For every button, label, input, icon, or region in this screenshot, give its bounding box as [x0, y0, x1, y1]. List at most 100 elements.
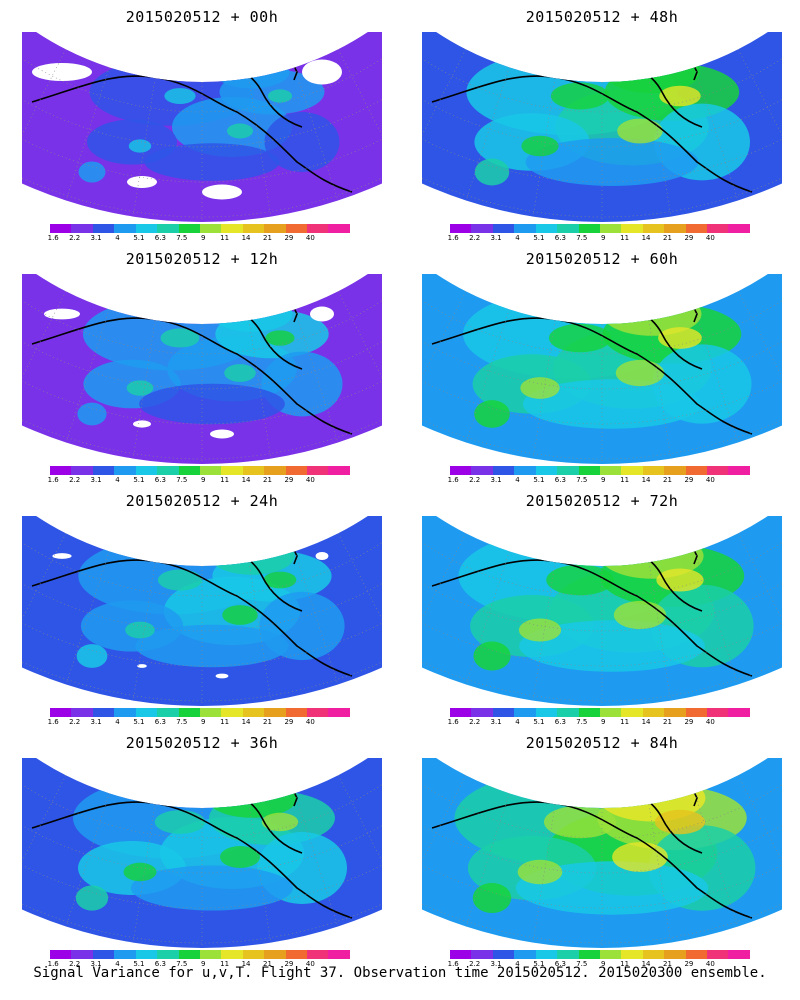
variance-region	[135, 624, 289, 668]
colorbar-swatch	[157, 708, 179, 717]
colorbar-label: 3.1	[490, 718, 502, 726]
colorbar-swatch	[535, 466, 558, 475]
colorbar-label: 4	[515, 476, 520, 484]
colorbar-swatch	[328, 950, 350, 959]
variance-region	[473, 641, 511, 671]
colorbar-swatch	[50, 708, 72, 717]
colorbar-swatch	[535, 224, 558, 233]
colorbar-swatch	[307, 466, 329, 475]
colorbar-swatch	[221, 224, 243, 233]
colorbar-swatch	[157, 466, 179, 475]
colorbar-swatch	[685, 950, 708, 959]
colorbar-label: 3.1	[90, 476, 102, 484]
colorbar-label: 14	[641, 960, 651, 968]
colorbar-label: 5.1	[533, 476, 545, 484]
colorbar-swatch	[599, 466, 622, 475]
colorbar-label: 1.6	[447, 718, 459, 726]
colorbar-label: 11	[220, 234, 230, 242]
colorbar-label: 14	[641, 234, 651, 242]
colorbar-swatch	[92, 466, 115, 475]
colorbar-swatch	[264, 224, 286, 233]
colorbar-label: 29	[684, 476, 694, 484]
colorbar-swatch	[135, 950, 158, 959]
colorbar-label: 7.5	[176, 234, 188, 242]
colorbar-label: 1.6	[47, 476, 59, 484]
colorbar-swatch	[50, 466, 72, 475]
colorbar-swatch	[242, 708, 265, 717]
coastline	[31, 51, 353, 193]
colorbar-swatch	[728, 708, 750, 717]
colorbar-label: 2.2	[69, 234, 81, 242]
variance-region	[515, 861, 709, 915]
colorbar-label: 40	[305, 476, 315, 484]
colorbar-swatch	[450, 224, 472, 233]
colorbar: 1.6 2.2 3.1 4 5.1 6.3 7.5 9 11 14 21 29 40	[447, 708, 754, 726]
variance-region	[525, 138, 699, 186]
map-panel: 2015020512 + 60h 1.6 2.2 3.1 4 5.1 6.3 7.5 9 11 14…	[422, 250, 782, 484]
colorbar-swatch	[264, 708, 286, 717]
colorbar-label: 3.1	[490, 476, 502, 484]
colorbar-swatch	[450, 466, 472, 475]
variance-region	[144, 143, 280, 181]
colorbar-label: 21	[263, 718, 272, 726]
colorbar-label: 3.1	[490, 234, 502, 242]
colorbar: 1.6 2.2 3.1 4 5.1 6.3 7.5 9 11 14 21 29 40	[48, 224, 354, 242]
colorbar-label: 6.3	[554, 234, 566, 242]
colorbar-label: 9	[600, 718, 606, 726]
variance-region	[77, 402, 107, 426]
colorbar-swatch	[471, 224, 493, 233]
colorbar-label: 4	[515, 960, 520, 968]
colorbar-label: 14	[241, 718, 251, 726]
colorbar-label: 7.5	[576, 960, 588, 968]
colorbar: 1.6 2.2 3.1 4 5.1 6.3 7.5 9 11 14 21 29 40	[48, 950, 354, 968]
colorbar-swatch	[221, 708, 243, 717]
colorbar-label: 9	[600, 960, 606, 968]
variance-map	[22, 758, 382, 948]
colorbar-label: 2.2	[469, 234, 481, 242]
colorbar-swatch	[285, 224, 308, 233]
coastline	[31, 777, 353, 919]
colorbar-label: 5.1	[133, 234, 145, 242]
coastline	[31, 535, 353, 677]
colorbar-swatch	[664, 708, 686, 717]
colorbar-swatch	[557, 224, 579, 233]
colorbar-swatch	[471, 466, 493, 475]
variance-region	[139, 383, 285, 425]
colorbar-swatch	[92, 950, 115, 959]
colorbar-swatch	[242, 950, 265, 959]
colorbar-swatch	[664, 466, 686, 475]
panel-title: 2015020512 + 00h	[125, 8, 279, 26]
colorbar-swatch	[621, 708, 643, 717]
panel-title: 2015020512 + 48h	[525, 8, 679, 26]
colorbar-label: 11	[220, 718, 230, 726]
colorbar-label: 9	[600, 234, 606, 242]
colorbar-swatch	[514, 950, 536, 959]
colorbar-swatch	[264, 950, 286, 959]
colorbar-swatch	[157, 224, 179, 233]
colorbar-label: 2.2	[69, 960, 81, 968]
colorbar-label: 14	[641, 476, 651, 484]
colorbar-label: 7.5	[576, 476, 588, 484]
colorbar-swatch	[664, 950, 686, 959]
variance-map	[22, 32, 382, 222]
colorbar-label: 11	[620, 718, 630, 726]
colorbar-swatch	[114, 224, 136, 233]
colorbar-swatch	[599, 224, 622, 233]
variance-region	[519, 620, 705, 672]
colorbar-label: 21	[263, 234, 272, 242]
map-panel: 2015020512 + 36h 1.6 2.2 3.1 4 5.1 6.3 7.5 9 11 14…	[22, 734, 382, 968]
colorbar-swatch	[685, 466, 708, 475]
colorbar-swatch	[578, 466, 600, 475]
colorbar-label: 11	[220, 476, 230, 484]
colorbar-swatch	[221, 950, 243, 959]
colorbar-label: 40	[705, 960, 715, 968]
colorbar-swatch	[599, 708, 622, 717]
colorbar-swatch	[307, 950, 329, 959]
colorbar-swatch	[114, 950, 136, 959]
colorbar-swatch	[707, 224, 729, 233]
colorbar-swatch	[685, 708, 708, 717]
colorbar-label: 29	[284, 476, 294, 484]
colorbar-swatch	[599, 950, 622, 959]
colorbar-label: 14	[641, 718, 651, 726]
colorbar-swatch	[621, 224, 643, 233]
